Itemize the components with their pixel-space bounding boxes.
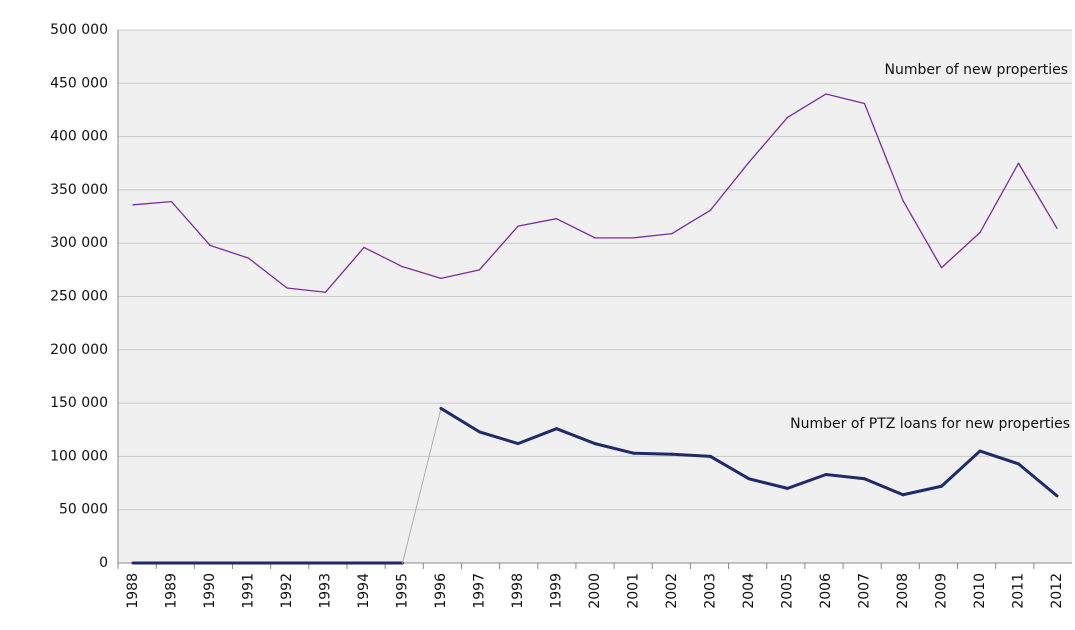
x-tick-label: 2009: [934, 573, 950, 609]
line-segment: [825, 93, 866, 105]
line-segment: [978, 449, 1020, 466]
y-tick-label: 200 000: [50, 342, 108, 358]
y-tick-label: 500 000: [50, 22, 108, 38]
line-segment: [670, 452, 712, 458]
line-segment: [170, 200, 211, 246]
line-segment: [748, 116, 789, 163]
x-tick-label: 1992: [279, 573, 295, 609]
line-segment: [402, 407, 442, 564]
line-segment: [478, 225, 519, 271]
x-tick-label: 1995: [395, 573, 411, 609]
series-label: Number of new properties: [885, 62, 1068, 78]
line-segment: [478, 430, 520, 446]
line-segment: [401, 266, 442, 280]
line-segment: [940, 449, 982, 488]
y-tick-label: 100 000: [50, 448, 108, 464]
x-tick-label: 2011: [1011, 573, 1027, 609]
line-segment: [632, 451, 674, 456]
y-tick-label: 250 000: [50, 289, 108, 305]
line-segment: [555, 427, 597, 446]
line-segment: [901, 484, 943, 497]
line-segment: [324, 246, 365, 293]
line-segment: [209, 244, 250, 259]
line-segment: [593, 442, 635, 455]
line-segment: [709, 454, 751, 481]
line-segment: [247, 257, 288, 289]
x-tick-label: 1989: [164, 573, 180, 609]
line-segment: [517, 218, 558, 227]
y-tick-label: 150 000: [50, 395, 108, 411]
y-tick-label: 50 000: [59, 502, 108, 518]
x-tick-label: 2002: [664, 573, 680, 609]
y-tick-label: 350 000: [50, 182, 108, 198]
line-segment: [863, 477, 905, 497]
line-segment: [286, 287, 327, 293]
series-label: Number of PTZ loans for new properties: [790, 416, 1070, 432]
y-tick-label: 400 000: [50, 129, 108, 145]
line-segment: [516, 427, 558, 446]
line-segment: [824, 473, 866, 481]
line-segment: [555, 218, 596, 239]
line-segment: [940, 231, 981, 269]
y-tick-label: 300 000: [50, 235, 108, 251]
line-segment: [786, 93, 827, 119]
x-tick-label: 2005: [780, 573, 796, 609]
y-tick-label: 450 000: [50, 75, 108, 91]
line-segment: [632, 232, 673, 239]
x-tick-label: 2008: [895, 573, 911, 609]
x-tick-label: 2003: [703, 573, 719, 609]
x-tick-label: 1999: [549, 573, 565, 609]
x-tick-label: 2006: [818, 573, 834, 609]
x-tick-label: 1993: [318, 573, 334, 609]
line-segment: [671, 209, 712, 235]
x-tick-label: 1990: [202, 573, 218, 609]
x-tick-label: 2007: [857, 573, 873, 609]
x-tick-label: 2012: [1049, 573, 1065, 609]
line-segment: [132, 200, 173, 206]
line-segment: [902, 199, 943, 269]
x-tick-label: 2004: [741, 573, 757, 609]
x-tick-label: 1988: [125, 573, 141, 609]
x-tick-label: 1991: [241, 573, 257, 609]
line-segment: [1017, 462, 1059, 498]
line-segment: [440, 269, 481, 280]
x-tick-label: 1994: [356, 573, 372, 609]
line-segment: [786, 473, 828, 490]
x-tick-label: 2010: [972, 573, 988, 609]
line-segment: [863, 102, 904, 202]
x-tick-label: 1997: [472, 573, 488, 609]
line-segment: [363, 246, 404, 268]
x-tick-label: 1998: [510, 573, 526, 609]
x-tick-label: 2000: [587, 573, 603, 609]
line-segment: [1017, 162, 1058, 229]
line-segment: [979, 162, 1020, 234]
x-tick-label: 1996: [433, 573, 449, 609]
line-segment: [439, 406, 481, 434]
y-tick-label: 0: [99, 555, 108, 571]
line-segment: [747, 477, 789, 490]
x-tick-label: 2001: [626, 573, 642, 609]
line-segment: [709, 161, 750, 211]
